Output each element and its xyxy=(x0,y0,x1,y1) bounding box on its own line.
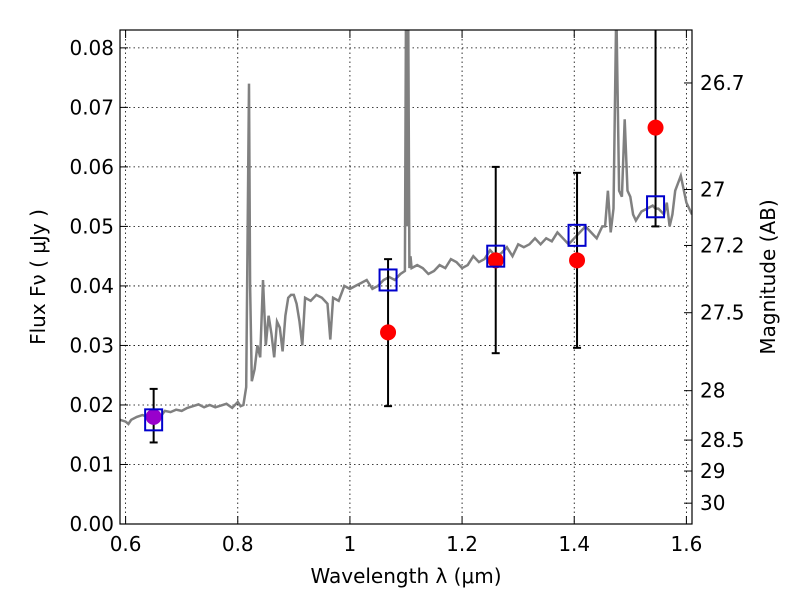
mag-tick-label: 28 xyxy=(700,379,725,403)
model-photometry-square xyxy=(646,195,666,219)
y-tick-label: 0.08 xyxy=(69,36,114,60)
x-axis-label: Wavelength λ (μm) xyxy=(310,564,501,588)
mag-tick-label: 26.7 xyxy=(700,71,745,95)
y-tick-label: 0.03 xyxy=(69,333,114,357)
model-photometry-squares xyxy=(144,195,666,432)
mag-tick-label: 30 xyxy=(700,491,725,515)
y-right-axis-label: Magnitude (AB) xyxy=(756,199,780,354)
observed-point xyxy=(647,119,664,136)
x-tick-label: 1.4 xyxy=(558,532,590,556)
mag-tick-label: 27 xyxy=(700,178,725,202)
observed-point xyxy=(145,408,162,425)
observed-point xyxy=(569,252,586,269)
y-axis-label: Flux Fν ( μJy ) xyxy=(26,209,50,345)
x-tick-label: 0.8 xyxy=(222,532,254,556)
y-tick-label: 0.00 xyxy=(69,512,114,536)
plot-frame xyxy=(119,29,693,525)
x-tick-label: 1.6 xyxy=(670,532,702,556)
y-tick-label: 0.01 xyxy=(69,452,114,476)
observed-point xyxy=(380,324,397,341)
mag-tick-label: 27.2 xyxy=(700,233,745,257)
model-photometry-square xyxy=(567,223,587,247)
x-tick-label: 1.2 xyxy=(446,532,478,556)
model-photometry-square xyxy=(378,268,398,292)
y-tick-label: 0.02 xyxy=(69,393,114,417)
y-tick-label: 0.05 xyxy=(69,214,114,238)
y-tick-label: 0.07 xyxy=(69,95,114,119)
model-spectrum-line xyxy=(120,30,692,426)
ticks: 0.6 0.8 1 1.2 1.4 1.6 0.00 0.01 0.02 0.03 0.04 0.05… xyxy=(69,30,745,556)
mag-tick-label: 27.5 xyxy=(700,301,745,325)
observed-point xyxy=(487,252,504,269)
mag-tick-label: 28.5 xyxy=(700,428,745,452)
model-photometry-square xyxy=(486,244,506,268)
grid xyxy=(120,30,692,524)
y-tick-label: 0.04 xyxy=(69,274,114,298)
y-tick-label: 0.06 xyxy=(69,155,114,179)
model-photometry-square xyxy=(144,408,164,432)
mag-tick-label: 29 xyxy=(700,459,725,483)
x-tick-label: 1 xyxy=(344,532,357,556)
x-tick-label: 0.6 xyxy=(110,532,142,556)
